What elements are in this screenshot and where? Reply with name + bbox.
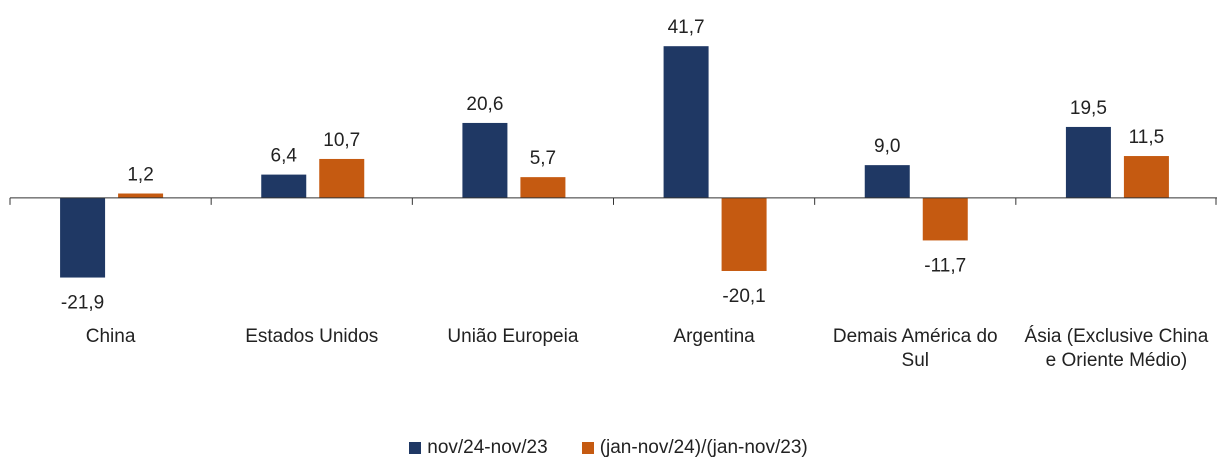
legend-item: nov/24-nov/23 bbox=[409, 437, 548, 459]
value-label: 10,7 bbox=[323, 130, 360, 151]
bar bbox=[922, 197, 968, 241]
legend-label: (jan-nov/24)/(jan-nov/23) bbox=[599, 437, 808, 458]
x-tick-label: Estados Unidos bbox=[245, 326, 379, 347]
value-label: 11,5 bbox=[1129, 127, 1165, 148]
value-label: 6,4 bbox=[271, 146, 298, 167]
bar bbox=[520, 177, 566, 198]
bar bbox=[663, 46, 709, 198]
value-label: -20,1 bbox=[722, 286, 765, 307]
value-label: 5,7 bbox=[530, 148, 556, 169]
bar bbox=[261, 174, 307, 198]
value-label: 19,5 bbox=[1070, 98, 1107, 119]
bar bbox=[1065, 126, 1111, 198]
legend-swatch bbox=[581, 441, 594, 454]
x-tick-label: União Europeia bbox=[447, 326, 579, 347]
bar bbox=[1123, 156, 1169, 198]
bar bbox=[60, 197, 106, 278]
bar bbox=[462, 122, 508, 198]
x-tick-label: Ásia (Exclusive China e Oriente Médio) bbox=[1024, 326, 1209, 371]
legend-label: nov/24-nov/23 bbox=[427, 437, 548, 458]
legend: nov/24-nov/23 (jan-nov/24)/(jan-nov/23) bbox=[0, 437, 1217, 459]
value-label: 9,0 bbox=[874, 136, 900, 157]
x-tick-label: Demais América do Sul bbox=[832, 326, 998, 371]
value-label: 1,2 bbox=[127, 165, 153, 186]
bar bbox=[319, 158, 365, 198]
x-tick-label: Argentina bbox=[673, 326, 755, 347]
bar bbox=[864, 165, 910, 198]
value-label: -11,7 bbox=[924, 255, 966, 276]
legend-item: (jan-nov/24)/(jan-nov/23) bbox=[581, 437, 808, 459]
value-label: 41,7 bbox=[668, 17, 705, 38]
bar bbox=[118, 193, 164, 198]
x-tick-label: China bbox=[85, 326, 136, 347]
legend-swatch bbox=[409, 441, 422, 454]
value-label: -21,9 bbox=[61, 293, 104, 314]
bar bbox=[721, 197, 767, 271]
value-label: 20,6 bbox=[466, 94, 503, 115]
